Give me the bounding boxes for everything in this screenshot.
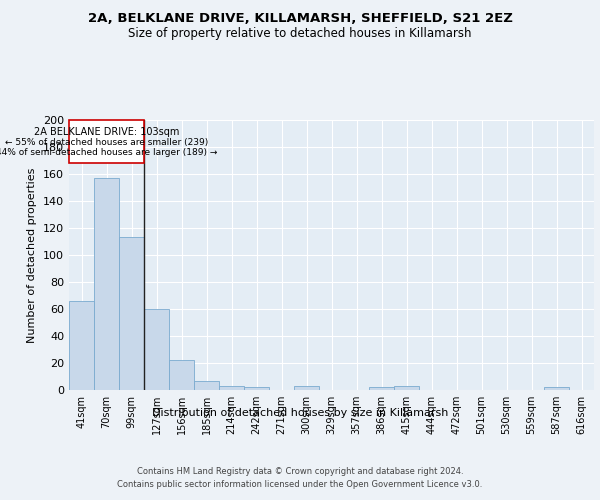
Text: Contains public sector information licensed under the Open Government Licence v3: Contains public sector information licen… [118,480,482,489]
Text: Size of property relative to detached houses in Killamarsh: Size of property relative to detached ho… [128,28,472,40]
Bar [194,380,219,390]
Text: 2A, BELKLANE DRIVE, KILLAMARSH, SHEFFIELD, S21 2EZ: 2A, BELKLANE DRIVE, KILLAMARSH, SHEFFIEL… [88,12,512,26]
Text: Distribution of detached houses by size in Killamarsh: Distribution of detached houses by size … [152,408,448,418]
Bar [394,386,419,390]
Bar [219,386,244,390]
Bar [294,386,319,390]
Text: 44% of semi-detached houses are larger (189) →: 44% of semi-detached houses are larger (… [0,148,217,158]
Y-axis label: Number of detached properties: Number of detached properties [28,168,37,342]
Text: ← 55% of detached houses are smaller (239): ← 55% of detached houses are smaller (23… [5,138,208,146]
Text: 2A BELKLANE DRIVE: 103sqm: 2A BELKLANE DRIVE: 103sqm [34,126,179,136]
Bar [119,238,144,390]
Bar [69,301,94,390]
FancyBboxPatch shape [69,120,144,163]
Bar [144,309,169,390]
Text: Contains HM Land Registry data © Crown copyright and database right 2024.: Contains HM Land Registry data © Crown c… [137,468,463,476]
Bar [94,178,119,390]
Bar [244,388,269,390]
Bar [169,360,194,390]
Bar [544,388,569,390]
Bar [369,388,394,390]
